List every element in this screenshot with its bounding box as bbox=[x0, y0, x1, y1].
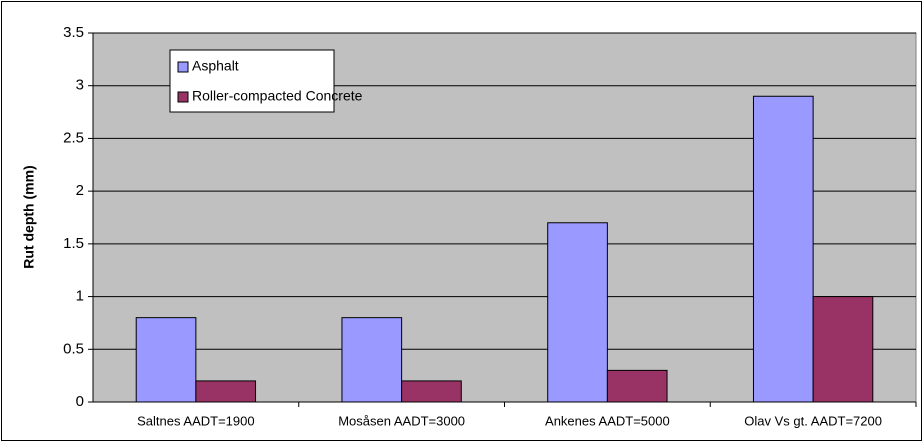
bar bbox=[812, 296, 874, 403]
y-tick-label: 2.5 bbox=[63, 129, 84, 146]
y-axis-label: Rut depth (mm) bbox=[21, 165, 37, 268]
x-tick-label: Mosåsen AADT=3000 bbox=[338, 413, 465, 428]
x-tick-label: Ankenes AADT=5000 bbox=[545, 413, 670, 428]
bar bbox=[401, 380, 462, 403]
bar bbox=[135, 317, 197, 403]
y-tick-label: 1 bbox=[76, 288, 84, 305]
legend-label: Roller-compacted Concrete bbox=[192, 88, 363, 104]
y-tick-label: 2 bbox=[76, 182, 84, 199]
bar bbox=[606, 369, 668, 403]
y-tick-label: 0.5 bbox=[63, 340, 84, 357]
y-tick-label: 3 bbox=[76, 77, 84, 94]
legend-swatch bbox=[177, 91, 189, 103]
bar bbox=[195, 380, 257, 403]
y-tick-label: 1.5 bbox=[63, 235, 84, 252]
legend-label: Asphalt bbox=[192, 58, 239, 74]
bar bbox=[547, 222, 608, 403]
bar bbox=[752, 95, 814, 403]
x-tick-label: Saltnes AADT=1900 bbox=[137, 413, 254, 428]
y-tick-label: 0 bbox=[76, 393, 84, 410]
x-tick-label: Olav Vs gt. AADT=7200 bbox=[744, 413, 882, 428]
legend-swatch bbox=[177, 61, 189, 73]
y-tick-label: 3.5 bbox=[63, 24, 84, 41]
legend-box bbox=[169, 49, 335, 113]
bar bbox=[341, 317, 403, 403]
